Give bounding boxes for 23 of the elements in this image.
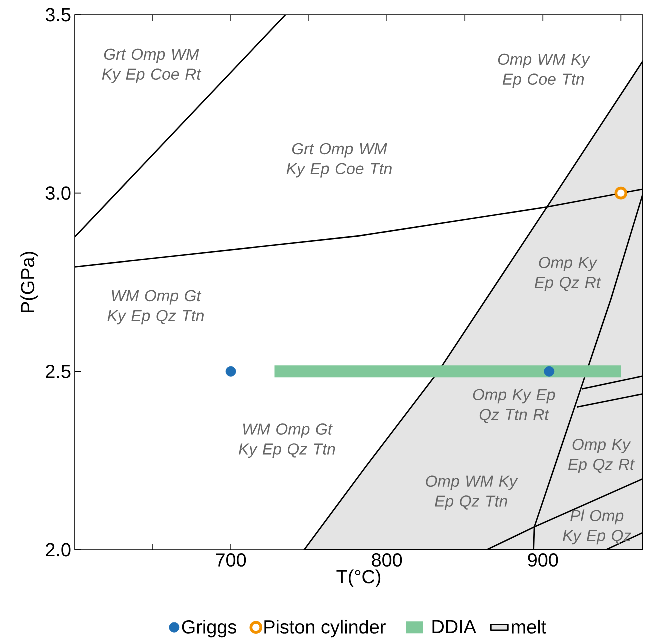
x-tick-label: 700 xyxy=(216,554,246,567)
annotation: Grt Omp WM Ky Ep Coe Ttn xyxy=(286,143,392,178)
y-tick-label: 2.0 xyxy=(46,543,71,557)
y-tick-label: 2.5 xyxy=(46,364,71,378)
annotation: Grt Omp WM Ky Ep Coe Rt xyxy=(102,48,202,84)
annotation: Omp Ky Ep Qz Rt xyxy=(568,439,635,474)
x-tick-label: 900 xyxy=(528,554,558,567)
x-tick-label: 800 xyxy=(372,554,402,567)
annotation: WM Omp Gt Ky Ep Qz Ttn xyxy=(238,424,336,458)
annotation: Omp WM Ky Ep Qz Ttn xyxy=(426,476,518,510)
legend-label: DDIA xyxy=(432,620,476,634)
legend-label: Griggs xyxy=(182,620,236,638)
annotation: Omp WM Ky Ep Coe Ttn xyxy=(498,54,590,88)
annotation: Pl Omp Ky Ep Qz xyxy=(563,510,632,545)
x-axis-title: T(°C) xyxy=(336,570,381,588)
y-axis-title: P(GPa) xyxy=(20,252,38,313)
annotation: Omp Ky Ep Qz Ttn Rt xyxy=(473,389,556,424)
y-tick-label: 3.0 xyxy=(46,186,71,200)
y-tick-label: 3.5 xyxy=(46,8,71,22)
legend-label: melt xyxy=(512,620,546,634)
legend-label: Piston cylinder xyxy=(264,620,386,638)
annotation: Omp Ky Ep Qz Rt xyxy=(534,257,602,292)
annotation: WM Omp Gt Ky Ep Qz Ttn xyxy=(108,290,204,325)
